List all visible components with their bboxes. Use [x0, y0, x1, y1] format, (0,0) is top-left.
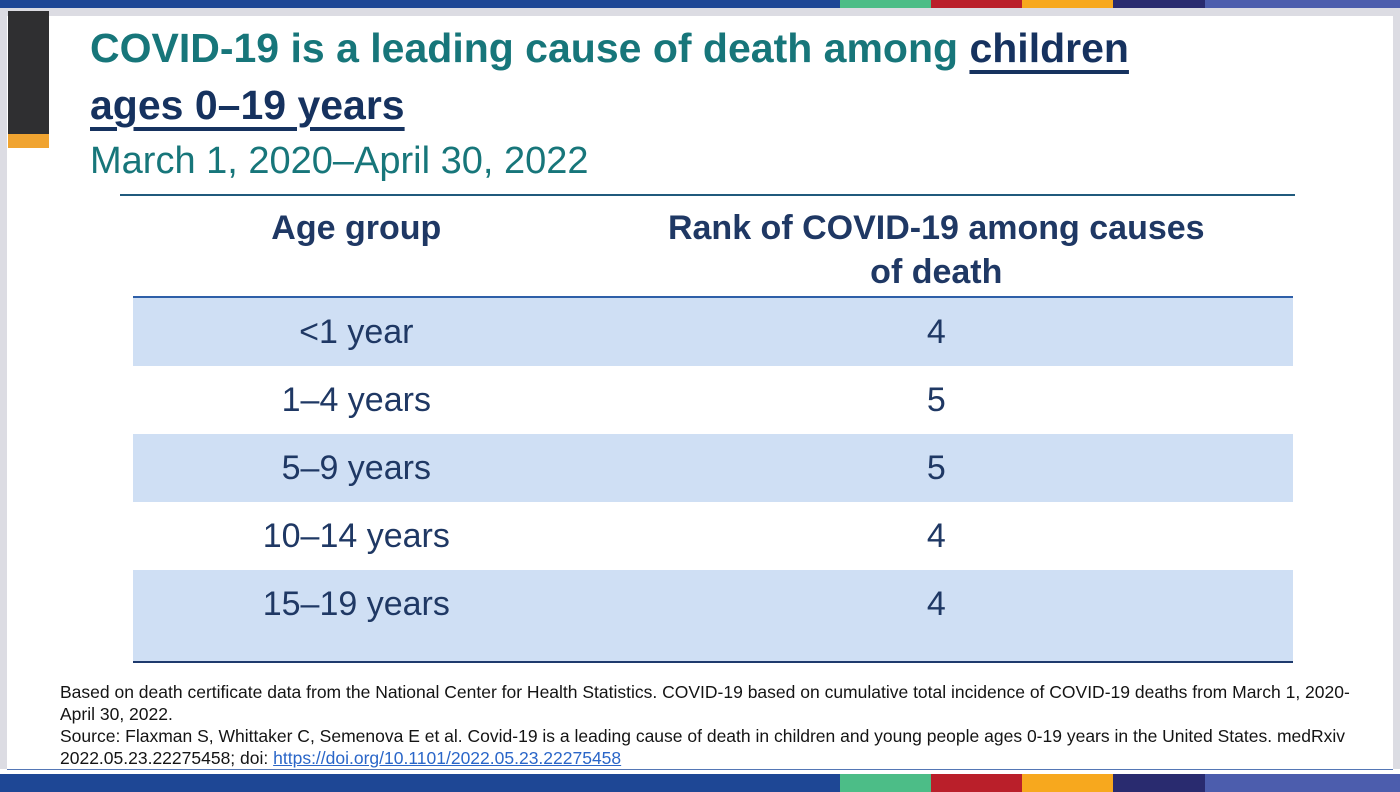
brand-bar-segment-indigo — [1113, 774, 1205, 792]
footer-divider-line — [7, 769, 1393, 770]
column-header-age-group: Age group — [271, 209, 442, 247]
brand-bar-segment-navy — [0, 774, 840, 792]
slide-title: COVID-19 is a leading cause of death amo… — [90, 20, 1320, 134]
rank-cell: 5 — [926, 381, 946, 419]
slide-title-underlined-children: children — [969, 25, 1129, 71]
rank-table: Age group Rank of COVID-19 among causes … — [133, 196, 1293, 663]
rank-cell: 5 — [926, 449, 946, 487]
footnote-source: Source: Flaxman S, Whittaker C, Semenova… — [60, 725, 1352, 769]
brand-bar-segment-red — [931, 0, 1022, 8]
rank-cell: 4 — [926, 585, 946, 623]
brand-bar-segment-periwinkle — [1205, 0, 1400, 8]
brand-bar-segment-red — [931, 774, 1022, 792]
table-row: 1–4 years 5 — [133, 366, 1293, 434]
frame-strip-right — [1393, 8, 1400, 769]
footnotes: Based on death certificate data from the… — [60, 681, 1352, 769]
age-group-cell: 1–4 years — [281, 381, 431, 419]
slide-title-underlined-ages: ages 0–19 years — [90, 82, 405, 128]
brand-bar-segment-yellow — [1022, 0, 1113, 8]
rank-cell: 4 — [926, 517, 946, 555]
brand-bar-segment-yellow — [1022, 774, 1113, 792]
brand-bar-segment-green — [840, 0, 931, 8]
brand-bar-segment-navy — [0, 0, 840, 8]
doi-link[interactable]: https://doi.org/10.1101/2022.05.23.22275… — [273, 748, 622, 768]
accent-block-amber — [8, 134, 49, 148]
brand-bar-top — [0, 0, 1400, 8]
brand-bar-segment-green — [840, 774, 931, 792]
slide-title-teal-text: COVID-19 is a leading cause of death amo… — [90, 25, 959, 71]
table-header-row: Age group Rank of COVID-19 among causes … — [133, 196, 1293, 298]
brand-bar-bottom — [0, 774, 1400, 792]
age-group-cell: <1 year — [299, 313, 414, 351]
column-header-rank: Rank of COVID-19 among causes of death — [667, 209, 1205, 291]
accent-block-charcoal — [8, 11, 49, 134]
rank-cell: 4 — [926, 313, 946, 351]
frame-band-top — [0, 8, 1400, 16]
slide-subtitle-daterange: March 1, 2020–April 30, 2022 — [90, 140, 589, 182]
footnote-source-text: Source: Flaxman S, Whittaker C, Semenova… — [60, 726, 1346, 768]
table-top-rule — [120, 194, 1295, 196]
brand-bar-segment-periwinkle — [1205, 774, 1400, 792]
age-group-cell: 5–9 years — [281, 449, 431, 487]
table-row: <1 year 4 — [133, 298, 1293, 366]
frame-strip-left — [0, 8, 7, 769]
brand-bar-segment-indigo — [1113, 0, 1205, 8]
table-row: 15–19 years 4 — [133, 570, 1293, 663]
table-row: 5–9 years 5 — [133, 434, 1293, 502]
age-group-cell: 10–14 years — [262, 517, 450, 555]
footnote-data-basis: Based on death certificate data from the… — [60, 682, 1350, 724]
age-group-cell: 15–19 years — [262, 585, 450, 623]
table-row: 10–14 years 4 — [133, 502, 1293, 570]
